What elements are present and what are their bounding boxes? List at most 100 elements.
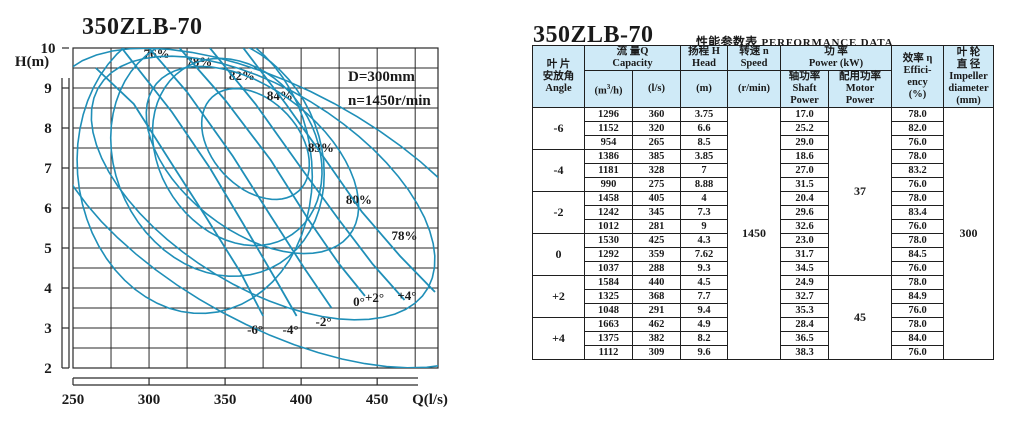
blade-angle-label: 0° <box>353 294 365 309</box>
efficiency-contour <box>200 87 311 201</box>
blade-angle-curve <box>95 67 264 317</box>
table-row: -6 1296 360 3.75 1450 17.0 37 78.0 300 <box>532 107 994 360</box>
efficiency-cell: 83.4 <box>891 205 944 220</box>
efficiency-cell: 84.9 <box>891 289 944 304</box>
capacity-ls-cell: 288 <box>632 261 681 276</box>
capacity-m3h-cell: 1037 <box>584 261 633 276</box>
efficiency-cell: 84.0 <box>891 331 944 346</box>
efficiency-cell: 76.0 <box>891 177 944 192</box>
blade-angle-curve <box>242 48 436 293</box>
y-tick-label: 6 <box>44 201 52 217</box>
blade-angle-label: +4° <box>397 288 416 303</box>
capacity-ls-cell: 425 <box>632 233 681 248</box>
head-cell: 6.6 <box>680 121 728 136</box>
capacity-m3h-cell: 1325 <box>584 289 633 304</box>
header-speed-en: Speed <box>740 58 768 69</box>
efficiency-cell: 78.0 <box>891 149 944 164</box>
table-row: 1292 359 7.62 31.7 84.5 <box>533 247 994 262</box>
head-cell: 4.9 <box>680 317 728 332</box>
head-cell: 4.3 <box>680 233 728 248</box>
table-row: 990 275 8.88 31.5 76.0 <box>533 177 994 192</box>
shaft-power-cell: 28.4 <box>780 317 829 332</box>
header-speed-cn: 转速 n <box>739 46 769 57</box>
y-tick-label: 7 <box>44 161 52 177</box>
blade-angle-curve <box>209 48 406 301</box>
blade-angle-label: +2° <box>365 290 384 305</box>
header-eff-cn: 效率 η <box>902 52 933 64</box>
capacity-ls-cell: 382 <box>632 331 681 346</box>
efficiency-cell: 78.0 <box>891 191 944 206</box>
table-title: 350ZLB-70 <box>533 22 654 48</box>
efficiency-cell: 76.0 <box>891 261 944 276</box>
efficiency-cell: 78.0 <box>891 107 944 122</box>
head-cell: 8.2 <box>680 331 728 346</box>
angle-cell: -2 <box>532 191 585 234</box>
shaft-power-cell: 25.2 <box>780 121 829 136</box>
header-angle: 叶 片 安放角 Angle <box>532 45 585 108</box>
blade-angle-curve <box>178 48 366 297</box>
header-eff-unit: (%) <box>908 88 927 100</box>
header-head-cn: 扬程 H <box>688 46 720 57</box>
header-unit-m: (m) <box>680 70 728 108</box>
annotation-speed: n=1450r/min <box>348 93 431 109</box>
blade-angle-curve <box>148 48 333 309</box>
header-power-en: Power (kW) <box>808 58 864 69</box>
annotation-diameter: D=300mm <box>348 69 415 85</box>
shaft-power-cell: 34.5 <box>780 261 829 276</box>
header-shaft-en2: Power <box>790 95 819 106</box>
efficiency-cell: 83.2 <box>891 163 944 178</box>
capacity-ls-cell: 281 <box>632 219 681 234</box>
shaft-power-cell: 20.4 <box>780 191 829 206</box>
capacity-ls-cell: 440 <box>632 275 681 290</box>
table-row: 954 265 8.5 29.0 76.0 <box>533 135 994 150</box>
header-shaft-cn: 轴功率 <box>788 71 821 82</box>
efficiency-cell: 76.0 <box>891 303 944 318</box>
header-angle-en: Angle <box>545 82 572 94</box>
capacity-ls-cell: 405 <box>632 191 681 206</box>
efficiency-contour <box>109 48 326 278</box>
table-row: 1242 345 7.3 29.6 83.4 <box>533 205 994 220</box>
shaft-power-cell: 31.5 <box>780 177 829 192</box>
shaft-power-cell: 29.0 <box>780 135 829 150</box>
table-row: 1112 309 9.6 38.3 76.0 <box>533 345 994 360</box>
unit-m3h-text: (m <box>594 85 607 97</box>
x-tick-label: 450 <box>366 392 389 408</box>
efficiency-contour <box>145 65 360 255</box>
efficiency-cell: 78.0 <box>891 317 944 332</box>
header-head: 扬程 H Head <box>680 45 728 71</box>
y-tick-label: 2 <box>44 361 52 377</box>
efficiency-contour <box>151 57 323 247</box>
capacity-m3h-cell: 1530 <box>584 233 633 248</box>
table-row: 1037 288 9.3 34.5 76.0 <box>533 261 994 276</box>
header-dia-en1: Impeller <box>949 70 988 82</box>
efficiency-cell: 84.5 <box>891 247 944 262</box>
x-tick-label: 300 <box>138 392 161 408</box>
header-capacity-en: Capacity <box>612 58 653 69</box>
shaft-power-cell: 27.0 <box>780 163 829 178</box>
header-unit-ls: (l/s) <box>632 70 681 108</box>
capacity-m3h-cell: 1152 <box>584 121 633 136</box>
capacity-m3h-cell: 1375 <box>584 331 633 346</box>
capacity-m3h-cell: 1584 <box>584 275 633 290</box>
shaft-power-cell: 17.0 <box>780 107 829 122</box>
angle-cell: +2 <box>532 275 585 318</box>
capacity-ls-cell: 368 <box>632 289 681 304</box>
efficiency-cell: 78.0 <box>891 275 944 290</box>
header-unit-m3h: (m3/h) <box>584 70 633 108</box>
shaft-power-cell: 18.6 <box>780 149 829 164</box>
capacity-ls-cell: 265 <box>632 135 681 150</box>
header-efficiency: 效率 η Effici- ency (%) <box>891 45 944 108</box>
blade-angle-label: -6° <box>247 322 263 337</box>
chart-canvas: 2 3 4 5 6 7 8 9 10H(m) 250 300 350 400 450 Q(l/s) D=300… <box>15 41 448 408</box>
efficiency-cell: 76.0 <box>891 219 944 234</box>
x-tick-label: 400 <box>290 392 313 408</box>
header-power-cn: 功 率 <box>824 46 848 57</box>
header-motor-en2: Power <box>845 95 875 106</box>
table-row: -2 1458 405 4 20.4 78.0 <box>532 191 994 234</box>
shaft-power-cell: 36.5 <box>780 331 829 346</box>
capacity-m3h-cell: 1386 <box>584 149 633 164</box>
capacity-m3h-cell: 1112 <box>584 345 633 360</box>
efficiency-contour <box>73 48 438 368</box>
head-cell: 9 <box>680 219 728 234</box>
capacity-m3h-cell: 1292 <box>584 247 633 262</box>
